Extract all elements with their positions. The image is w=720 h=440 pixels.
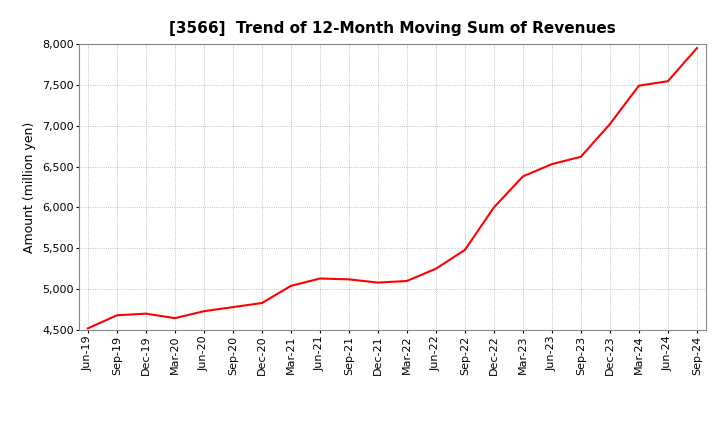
Y-axis label: Amount (million yen): Amount (million yen)	[24, 121, 37, 253]
Title: [3566]  Trend of 12-Month Moving Sum of Revenues: [3566] Trend of 12-Month Moving Sum of R…	[169, 21, 616, 36]
